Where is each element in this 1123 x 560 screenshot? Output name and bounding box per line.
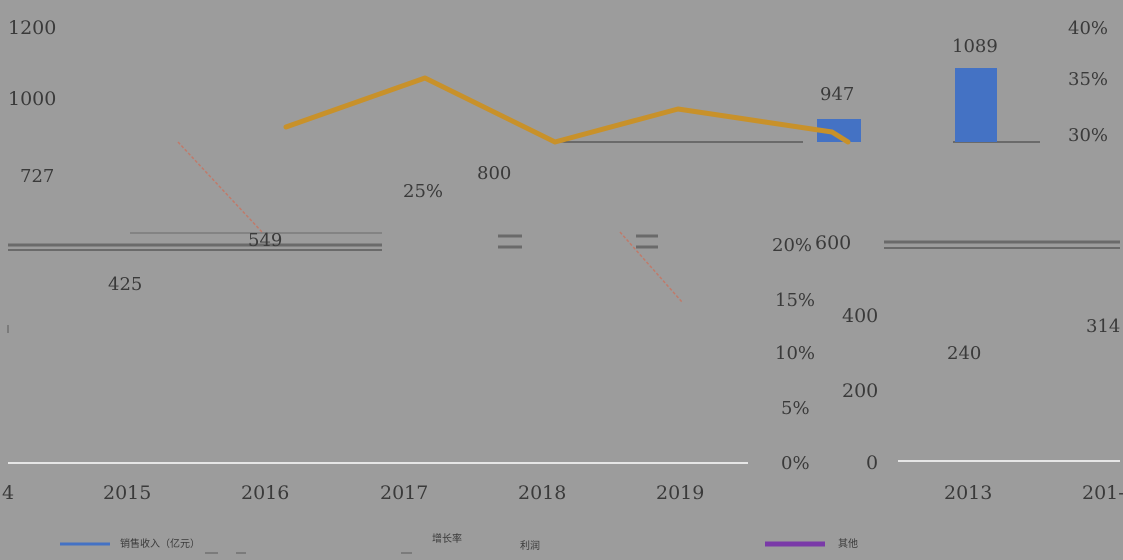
x-tick-2013: 2013 [944, 482, 992, 504]
data-label-425: 425 [108, 274, 142, 295]
y-tick-400: 400 [842, 305, 878, 327]
legend-label-4: 其他 [838, 537, 858, 550]
diag-stroke-1 [177, 141, 263, 233]
bar-1089 [955, 68, 997, 142]
data-label-727: 727 [20, 166, 54, 187]
x-tick-2018: 2018 [518, 482, 566, 504]
data-label-549: 549 [248, 230, 282, 251]
y-tick-0: 0 [866, 452, 878, 474]
bar-947 [817, 119, 861, 142]
x-tick-2019: 2019 [656, 482, 704, 504]
pct-tick-10: 10% [775, 343, 815, 364]
pct-tick-15: 15% [775, 290, 815, 311]
pct-tick-20: 20% [772, 235, 812, 256]
data-label-800: 800 [477, 163, 511, 184]
x-tick-2016: 2016 [241, 482, 289, 504]
legend-label-2: 增长率 [432, 532, 462, 545]
data-label-947: 947 [820, 84, 854, 105]
pct-label-25: 25% [403, 181, 443, 202]
y-tick-200: 200 [842, 380, 878, 402]
pct-tick-40: 40% [1068, 18, 1108, 39]
y-tick-600: 600 [815, 232, 851, 254]
legend-label-1: 销售收入（亿元） [120, 537, 200, 550]
pct-tick-35: 35% [1068, 69, 1108, 90]
pct-tick-30: 30% [1068, 125, 1108, 146]
diag-stroke-2 [619, 231, 683, 303]
x-tick-4: 4 [2, 482, 14, 504]
pct-tick-0: 0% [781, 453, 810, 474]
data-label-240: 240 [947, 343, 981, 364]
x-tick-2015: 2015 [103, 482, 151, 504]
x-tick-2017: 2017 [380, 482, 428, 504]
data-label-1089: 1089 [952, 36, 998, 57]
growth-line [283, 75, 851, 145]
y-tick-1000: 1000 [8, 88, 56, 110]
y-tick-1200: 1200 [8, 17, 56, 39]
legend-label-3: 利润 [520, 539, 540, 552]
x-tick-2014-partial: 201- [1082, 482, 1123, 504]
pct-tick-5: 5% [781, 398, 810, 419]
data-label-314: 314 [1086, 316, 1120, 337]
